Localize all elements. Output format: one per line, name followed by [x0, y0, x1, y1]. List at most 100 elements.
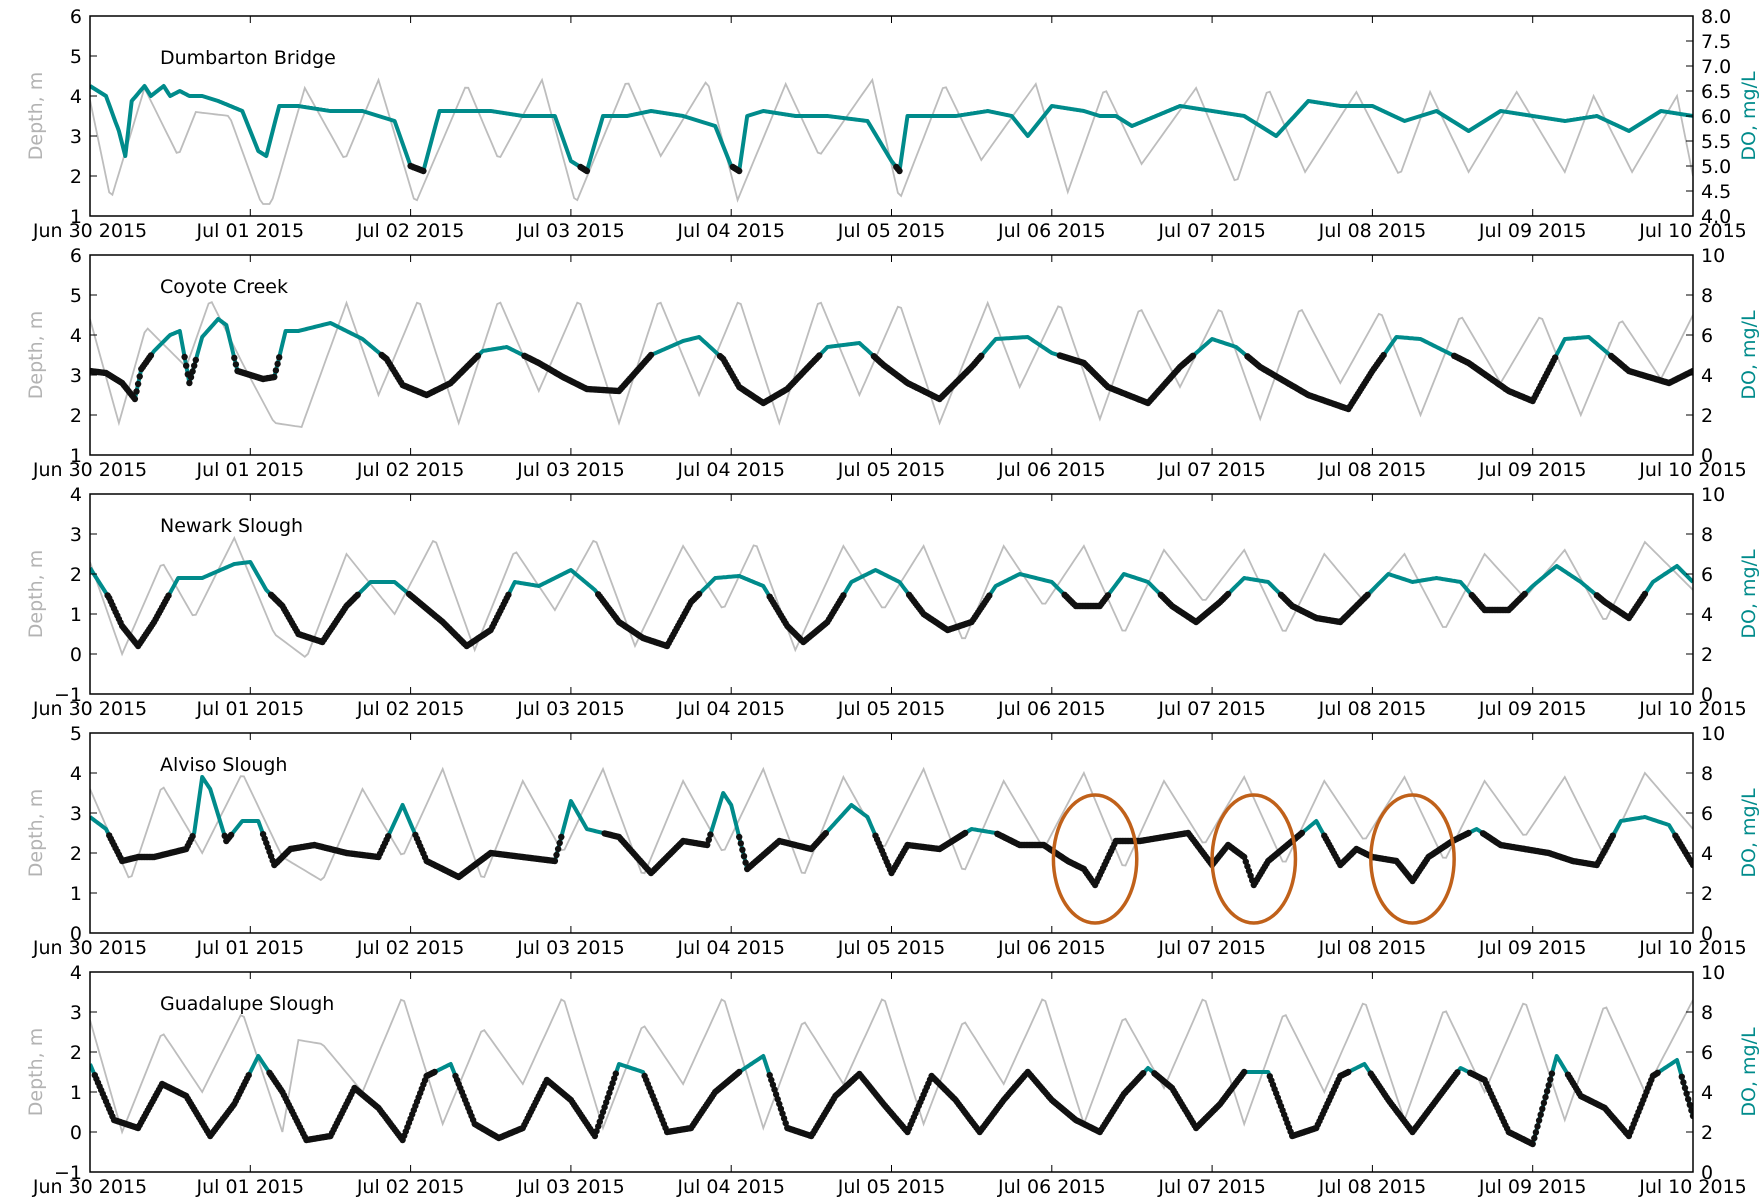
do-low-point [612, 1070, 619, 1077]
do-low-point [1689, 861, 1693, 869]
y-left-axis-label: Depth, m [25, 550, 47, 638]
do-low-point [165, 592, 172, 599]
x-tick-label: Jul 01 2015 [196, 937, 305, 959]
do-low-point [1531, 1134, 1538, 1142]
do-low-point [1224, 590, 1232, 598]
x-tick-label: Jul 08 2015 [1318, 698, 1427, 720]
x-tick-label: Jul 08 2015 [1318, 937, 1427, 959]
do-low-point [705, 836, 712, 843]
y-left-tick-label: 1 [70, 883, 82, 905]
do-low-point [609, 1080, 616, 1087]
panel-newark-slough: Jun 30 2015 Jul 01 2015 Jul 02 2015 Jul 03 … [25, 484, 1760, 720]
do-low-point [189, 368, 196, 375]
x-tick-label: Jul 01 2015 [196, 698, 305, 720]
y-right-tick-label: 0 [1701, 684, 1713, 706]
x-tick-label: Jul 09 2015 [1478, 937, 1587, 959]
y-left-tick-label: 1 [70, 1082, 82, 1104]
do-low-point [133, 388, 140, 395]
x-tick-label: Jul 09 2015 [1478, 698, 1587, 720]
y-right-tick-label: 2 [1701, 405, 1713, 427]
y-right-tick-label: 6.5 [1701, 81, 1731, 103]
x-tick-label: Jun 30 2015 [32, 937, 147, 959]
y-left-axis-label: Depth, m [25, 789, 47, 877]
do-low-point [593, 1128, 600, 1135]
y-right-tick-label: 2 [1701, 883, 1713, 905]
do-low-point [598, 1113, 605, 1121]
do-low-point [1364, 591, 1371, 598]
do-low-point [601, 1104, 608, 1111]
do-low-point [774, 1096, 781, 1103]
y-right-tick-label: 7.0 [1701, 56, 1731, 78]
y-left-tick-label: 3 [70, 1002, 82, 1024]
y-left-tick-label: 0 [70, 923, 82, 945]
x-tick-label: Jul 03 2015 [516, 1176, 625, 1198]
do-low-point [742, 859, 749, 866]
do-low-point [1548, 1070, 1556, 1077]
do-low-point [1465, 829, 1472, 837]
x-tick-label: Jul 06 2015 [997, 698, 1106, 720]
x-tick-label: Jul 07 2015 [1157, 1176, 1266, 1198]
do-low-point [816, 352, 823, 359]
do-low-point [736, 1068, 743, 1076]
y-left-tick-label: 4 [70, 763, 82, 785]
depth-series-line [90, 998, 1693, 1135]
x-tick-label: Jul 04 2015 [676, 220, 785, 242]
do-low-point [1298, 829, 1306, 837]
do-low-point [505, 591, 512, 598]
do-low-point [1654, 1069, 1661, 1077]
do-low-point [183, 362, 190, 369]
do-low-point [1641, 590, 1649, 598]
y-right-axis-label: DO, mg/L [1738, 310, 1760, 400]
do-low-point [695, 590, 703, 598]
do-below-threshold-points [106, 829, 1693, 889]
y-right-tick-label: 6 [1701, 325, 1713, 347]
y-right-tick-label: 8.0 [1701, 6, 1731, 28]
x-tick-label: Jul 01 2015 [196, 459, 305, 481]
do-low-point [739, 846, 746, 853]
x-tick-label: Jul 02 2015 [356, 698, 465, 720]
do-low-point [1685, 1096, 1692, 1103]
do-below-threshold-points [104, 590, 1649, 650]
do-low-point [1540, 1099, 1548, 1107]
do-low-point [554, 845, 562, 853]
y-right-tick-label: 10 [1701, 723, 1725, 745]
y-right-tick-label: 10 [1701, 484, 1725, 506]
do-low-point [274, 360, 281, 368]
do-low-point [704, 841, 711, 849]
panel-title: Coyote Creek [160, 276, 288, 298]
do-series-line [90, 317, 1693, 411]
do-low-point [1534, 1123, 1541, 1130]
do-low-point [187, 374, 195, 381]
x-tick-label: Jul 04 2015 [676, 459, 785, 481]
do-low-point [1609, 832, 1617, 839]
x-tick-label: Jul 06 2015 [997, 1176, 1106, 1198]
y-left-tick-label: 3 [70, 803, 82, 825]
y-left-tick-label: 1 [70, 445, 82, 467]
do-low-point [736, 833, 743, 841]
panel-guadalupe-slough: Jun 30 2015 Jul 01 2015 Jul 02 2015 Jul 03 … [25, 962, 1760, 1198]
y-left-tick-label: 5 [70, 285, 82, 307]
x-tick-label: Jul 06 2015 [997, 220, 1106, 242]
do-below-threshold-points [90, 351, 1693, 413]
do-low-point [271, 373, 278, 381]
do-low-point [136, 373, 143, 380]
do-low-point [1529, 1140, 1536, 1148]
y-left-tick-label: 4 [70, 325, 82, 347]
x-tick-label: Jun 30 2015 [32, 220, 147, 242]
x-tick-label: Jul 05 2015 [837, 1176, 946, 1198]
y-left-axis-label: Depth, m [25, 311, 47, 399]
do-low-point [231, 354, 238, 362]
do-low-point [354, 591, 361, 598]
do-low-point [181, 353, 188, 361]
do-low-point [647, 351, 655, 359]
y-right-tick-label: 8 [1701, 1002, 1713, 1024]
do-low-point [272, 367, 280, 374]
y-left-tick-label: 3 [70, 524, 82, 546]
y-right-tick-label: 6 [1701, 564, 1713, 586]
y-left-tick-label: 0 [70, 644, 82, 666]
panel-dumbarton-bridge: Jun 30 2015 Jul 01 2015 Jul 02 2015 Jul 03 … [25, 6, 1760, 242]
x-tick-label: Jul 05 2015 [837, 459, 946, 481]
do-low-point [606, 1089, 613, 1097]
do-low-point [1537, 1111, 1544, 1118]
x-tick-label: Jul 07 2015 [1157, 698, 1266, 720]
